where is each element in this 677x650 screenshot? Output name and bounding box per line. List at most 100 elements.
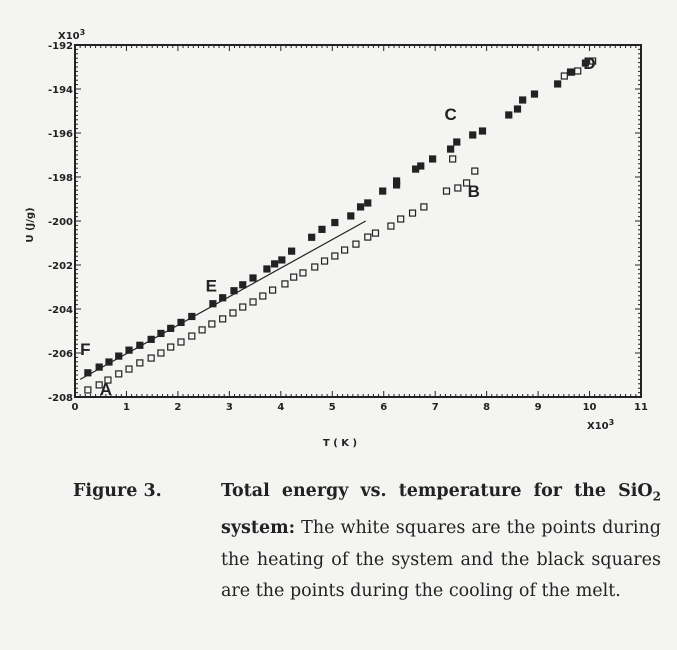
y-tick-label: -192 <box>48 41 73 52</box>
cooling-point <box>136 341 144 349</box>
cooling-point <box>505 111 513 119</box>
cooling-point <box>331 218 339 227</box>
heating-point <box>352 240 360 248</box>
heating-point <box>341 246 349 254</box>
cooling-point <box>519 96 527 104</box>
cooling-point <box>392 177 401 185</box>
heating-point <box>471 167 479 175</box>
heating-point <box>239 303 247 311</box>
cooling-point <box>318 225 326 233</box>
x-tick-label: 1 <box>123 402 130 413</box>
heating-point <box>299 269 307 277</box>
x-tick-label: 3 <box>226 402 233 413</box>
heating-point <box>462 179 471 187</box>
cooling-point <box>447 145 455 153</box>
heating-point <box>387 222 395 230</box>
cooling-point <box>84 369 92 377</box>
heating-point <box>420 203 428 211</box>
heating-point <box>208 320 216 328</box>
y-tick-label: -206 <box>48 349 73 360</box>
cooling-point <box>417 162 425 170</box>
heating-point <box>408 209 417 217</box>
heating-point <box>157 349 165 357</box>
cooling-point <box>581 59 590 67</box>
y-tick-label: -198 <box>48 173 73 184</box>
heating-point <box>219 315 227 323</box>
cooling-point <box>177 318 185 327</box>
heating-point <box>311 263 319 271</box>
cooling-point <box>308 233 316 241</box>
plot-frame <box>74 44 642 398</box>
heating-point <box>331 252 339 260</box>
point-label-e: E <box>206 276 217 295</box>
cooling-point <box>271 260 279 268</box>
cooling-point <box>364 199 372 207</box>
y-tick-label: -194 <box>48 85 73 96</box>
cooling-point <box>230 287 238 295</box>
x-tick-label: 6 <box>380 402 387 413</box>
x-tick-label: 11 <box>634 402 648 413</box>
heating-point <box>177 338 185 346</box>
x-tick-label: 9 <box>535 402 542 413</box>
cooling-point <box>147 335 155 343</box>
heating-point <box>115 370 123 378</box>
point-label-a: A <box>100 380 112 399</box>
heating-point <box>259 292 267 300</box>
heating-point <box>397 215 405 223</box>
caption-text: Total energy vs. temperature for the SiO… <box>221 476 661 608</box>
x-tick-label: 0 <box>72 402 79 413</box>
x-tick-label: 7 <box>432 402 439 413</box>
cooling-point <box>209 300 217 308</box>
cooling-point <box>469 131 477 139</box>
cooling-point <box>167 324 175 332</box>
heating-point <box>229 309 237 317</box>
cooling-point <box>125 346 133 354</box>
heating-point <box>136 359 144 367</box>
caption-description: The white squares are the points during … <box>221 518 661 601</box>
heating-point <box>290 273 298 281</box>
x-tick-label: 4 <box>277 402 284 413</box>
cooling-point <box>105 358 113 366</box>
caption-title: Total energy vs. temperature for the SiO… <box>221 481 661 538</box>
cooling-point <box>478 127 487 135</box>
x-tick-label: 5 <box>329 402 336 413</box>
cooling-point <box>263 265 271 273</box>
heating-point <box>268 286 277 294</box>
y-tick-label: -204 <box>48 305 73 316</box>
heating-point <box>454 184 462 192</box>
y-tick-label: -200 <box>48 217 73 228</box>
y-multiplier: X103 <box>58 28 85 42</box>
point-label-c: C <box>444 105 456 124</box>
y-tick-label: -202 <box>48 261 73 272</box>
x-tick-label: 2 <box>174 402 181 413</box>
heating-point <box>442 187 451 195</box>
cooling-point <box>157 329 165 338</box>
cooling-point <box>278 256 286 264</box>
x-tick-label: 10 <box>583 402 597 413</box>
heating-point <box>198 326 206 334</box>
cooling-point <box>356 203 365 211</box>
heating-point <box>281 280 289 288</box>
cooling-point <box>239 281 247 289</box>
cooling-point <box>513 105 522 113</box>
y-axis-label: U (J/g) <box>25 207 36 242</box>
heating-point <box>371 229 380 237</box>
cooling-point <box>288 247 296 255</box>
heating-point <box>574 67 582 75</box>
y-tick-label: -208 <box>48 393 73 404</box>
cooling-point <box>453 138 461 146</box>
heating-point <box>167 343 175 351</box>
heating-point <box>147 354 155 362</box>
cooling-point <box>530 90 539 98</box>
cooling-point <box>249 274 257 282</box>
x-tick-label: 8 <box>483 402 490 413</box>
point-label-b: B <box>468 182 480 201</box>
cooling-point <box>379 187 387 195</box>
cooling-point <box>554 80 562 88</box>
caption-label: Figure 3. <box>73 481 162 501</box>
cooling-point <box>219 294 227 302</box>
heating-point <box>125 365 133 373</box>
y-tick-label: -196 <box>48 129 73 140</box>
heating-point <box>364 233 372 241</box>
